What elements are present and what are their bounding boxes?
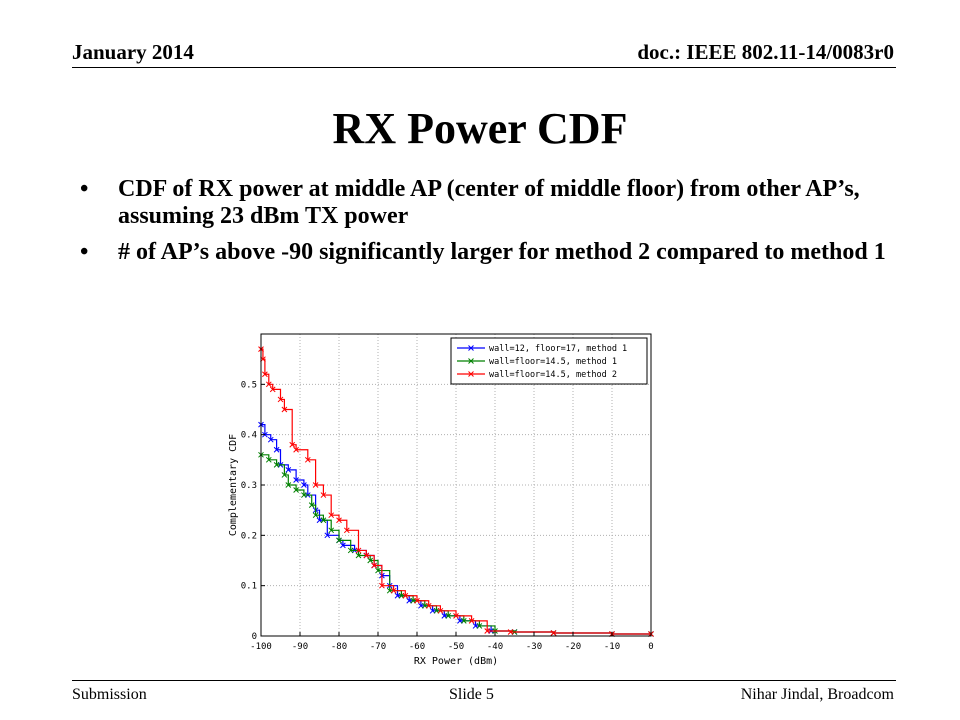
series-point <box>301 492 307 498</box>
series-point <box>320 492 327 498</box>
series-point <box>324 532 331 539</box>
series-point <box>277 396 284 403</box>
chart-legend: wall=12, floor=17, method 1 wall=floor=14… <box>450 337 648 385</box>
series-point <box>265 381 272 388</box>
series-point <box>304 456 311 463</box>
series-point <box>336 517 342 524</box>
series-point <box>267 436 274 443</box>
series-point <box>289 441 296 448</box>
legend-marker <box>468 358 474 364</box>
chart-series <box>258 346 654 637</box>
series-point <box>460 618 467 624</box>
series-point <box>390 587 397 594</box>
series-point <box>367 557 374 564</box>
series-point <box>343 527 350 534</box>
ccdf-chart: -100 -90 -80 -70 -60 -50 -40 -30 -20 -10 000.10.20… <box>215 325 665 670</box>
y-tick-label: 0.2 <box>241 531 257 541</box>
series-point <box>484 628 491 634</box>
slide-title: RX Power CDF <box>332 104 628 153</box>
x-tick-label: -80 <box>331 642 347 652</box>
x-tick-label: 0 <box>648 642 653 652</box>
series-point <box>414 597 420 604</box>
series-point <box>445 613 452 619</box>
legend-label: wall=12, floor=17, method 1 <box>489 344 627 354</box>
x-tick-label: -50 <box>448 642 464 652</box>
legend-marker <box>468 371 474 377</box>
x-tick-label: -20 <box>565 642 581 652</box>
bullet-list: • CDF of RX power at middle AP (center o… <box>80 176 900 275</box>
x-tick-label: -30 <box>526 642 542 652</box>
x-tick-label: -70 <box>370 642 386 652</box>
y-tick-label: 0.3 <box>241 481 257 491</box>
series-point <box>476 623 483 629</box>
series-point <box>308 502 315 508</box>
series-point <box>281 472 288 478</box>
series-point <box>550 630 557 636</box>
legend-label: wall=floor=14.5, method 1 <box>489 357 617 367</box>
series-point <box>507 629 514 635</box>
bullet-text: # of AP’s above -90 significantly larger… <box>118 239 886 265</box>
footer-author: Nihar Jindal, Broadcom <box>740 686 894 703</box>
series-point <box>355 547 362 554</box>
series-point <box>320 517 327 524</box>
y-tick-label: 0 <box>252 632 257 642</box>
series-point <box>425 602 432 609</box>
series-point <box>293 487 299 493</box>
series-point <box>293 477 299 483</box>
y-tick-label: 0.4 <box>241 431 257 441</box>
series-point <box>371 562 377 569</box>
y-axis-label: Complementary CDF <box>228 434 239 536</box>
footer-slide-number: Slide 5 <box>449 686 494 703</box>
series-point <box>262 371 268 378</box>
footer-submission: Submission <box>72 686 147 703</box>
x-tick-label: -60 <box>409 642 425 652</box>
series-point <box>379 582 385 589</box>
series-point <box>363 552 370 559</box>
header-doc-id: doc.: IEEE 802.11-14/0083r0 <box>637 40 894 64</box>
series-point <box>453 613 459 619</box>
bullet-text: CDF of RX power at middle AP (center of … <box>118 176 860 229</box>
series-point <box>281 406 288 413</box>
series-point <box>437 607 444 614</box>
series-point <box>328 527 335 534</box>
x-tick-label: -90 <box>292 642 308 652</box>
series-line <box>261 454 651 635</box>
series-point <box>273 446 280 453</box>
header-rule <box>72 67 896 68</box>
x-tick-label: -100 <box>250 642 272 652</box>
series-point <box>340 542 346 549</box>
series-point <box>285 482 292 488</box>
chart-ticks: -100 -90 -80 -70 -60 -50 -40 -30 -20 -10 000.10.20… <box>241 380 654 652</box>
footer-rule <box>72 680 896 681</box>
series-point <box>402 592 409 599</box>
series-point <box>269 386 276 393</box>
series-point <box>347 547 354 554</box>
series-point <box>355 552 362 559</box>
bullet-marker: • <box>80 176 89 202</box>
y-tick-label: 0.5 <box>241 380 257 390</box>
series-point <box>375 567 381 574</box>
series-point <box>336 537 342 544</box>
x-tick-label: -40 <box>487 642 503 652</box>
legend-label: wall=floor=14.5, method 2 <box>489 370 617 380</box>
x-tick-label: -10 <box>604 642 620 652</box>
series-point <box>293 446 299 453</box>
series-point <box>285 467 292 473</box>
series-point <box>273 462 280 468</box>
bullet-marker: • <box>80 239 89 265</box>
y-tick-label: 0.1 <box>241 582 257 592</box>
series-point <box>265 456 272 463</box>
series-point <box>328 512 335 519</box>
x-axis-label: RX Power (dBm) <box>414 656 498 667</box>
series-point <box>312 512 319 519</box>
series-point <box>301 482 307 488</box>
series-line <box>261 348 651 635</box>
bullet-item: • CDF of RX power at middle AP (center o… <box>80 176 900 230</box>
header-date: January 2014 <box>72 40 194 64</box>
bullet-item: • # of AP’s above -90 significantly larg… <box>80 239 900 266</box>
series-point <box>468 618 475 624</box>
series-point <box>312 482 319 488</box>
legend-marker <box>468 345 474 351</box>
